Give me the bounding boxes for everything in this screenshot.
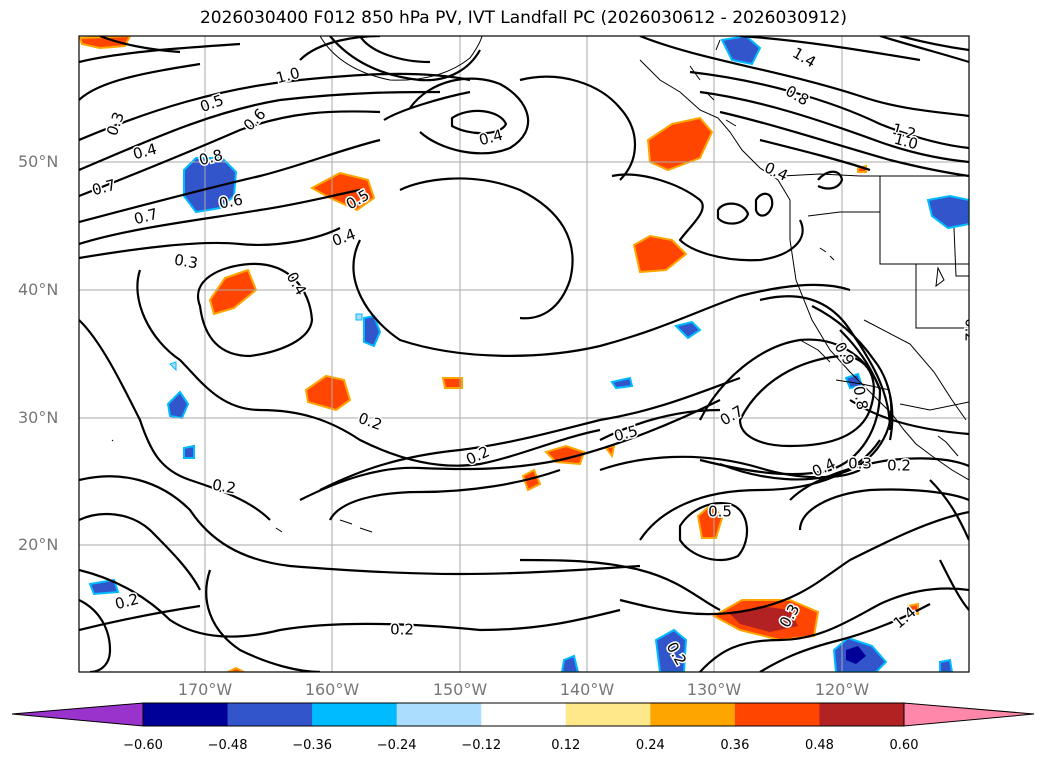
negative-anomaly — [183, 444, 195, 459]
contour-label: 0.2 — [962, 318, 980, 342]
colorbar-tick-label: −0.24 — [376, 738, 417, 753]
colorbar-tick-label: 0.12 — [551, 738, 581, 753]
colorbar-tick-label: 0.36 — [720, 738, 750, 753]
colorbar-cell — [481, 703, 567, 726]
colorbar-cell — [312, 703, 398, 726]
colorbar-tick-label: 0.24 — [635, 738, 665, 753]
negative-anomaly — [610, 376, 634, 390]
negative-anomaly — [166, 390, 190, 420]
negative-anomaly — [939, 658, 954, 672]
colorbar-tick-label: −0.36 — [292, 738, 333, 753]
negative-anomaly — [654, 628, 688, 672]
shading-layer — [79, 36, 969, 672]
positive-anomaly — [304, 374, 352, 412]
contour-label: 0.2 — [887, 457, 911, 475]
lat-label-50n: 50°N — [18, 152, 59, 171]
lon-label-170w: 170°W — [177, 680, 233, 699]
lon-label-130w: 130°W — [686, 680, 742, 699]
colorbar-low-extension — [11, 702, 144, 727]
negative-anomaly — [88, 578, 120, 596]
colorbar-cell — [650, 703, 736, 726]
map-background — [79, 36, 969, 672]
positive-anomaly — [309, 171, 376, 212]
contours — [79, 36, 969, 672]
strong-negative-anomaly — [846, 646, 866, 664]
negative-anomaly — [355, 313, 363, 321]
colorbar-tick-label: −0.12 — [461, 738, 502, 753]
positive-anomaly — [632, 234, 688, 274]
colorbar-cell — [396, 703, 482, 726]
positive-anomaly — [521, 468, 542, 492]
lat-label-20n: 20°N — [18, 535, 59, 554]
colorbar — [11, 702, 1035, 727]
contour-label: 0.6 — [218, 191, 245, 213]
colorbar-tick-label: −0.48 — [207, 738, 248, 753]
colorbar-tick-label: 0.48 — [804, 738, 834, 753]
contour-label: 0.3 — [848, 455, 872, 473]
lon-label-160w: 160°W — [304, 680, 360, 699]
strong-positive-anomaly — [730, 606, 798, 632]
contour-label: 0.5 — [708, 503, 732, 521]
colorbar-tick-label: 0.60 — [889, 738, 919, 753]
colorbar-cell — [143, 703, 229, 726]
lat-label-40n: 40°N — [18, 280, 59, 299]
map-title: 2026030400 F012 850 hPa PV, IVT Landfall… — [199, 8, 847, 28]
lon-label-140w: 140°W — [559, 680, 615, 699]
positive-anomaly — [696, 502, 724, 539]
positive-anomaly — [227, 666, 245, 672]
colorbar-cell — [227, 703, 313, 726]
negative-anomaly — [674, 320, 702, 340]
lon-label-150w: 150°W — [432, 680, 488, 699]
positive-anomaly — [646, 116, 714, 172]
colorbar-high-extension — [903, 702, 1035, 727]
negative-anomaly — [926, 194, 969, 230]
positive-anomaly — [441, 377, 463, 389]
negative-anomaly — [169, 361, 177, 372]
lat-label-30n: 30°N — [18, 408, 59, 427]
colorbar-cell — [819, 703, 905, 726]
colorbar-cell — [565, 703, 651, 726]
coastlines — [111, 36, 969, 533]
colorbar-tick-label: −0.60 — [123, 738, 163, 753]
colorbar-cell — [734, 703, 820, 726]
lon-label-120w: 120°W — [814, 680, 870, 699]
contour-label: 0.2 — [390, 621, 414, 639]
negative-anomaly — [560, 654, 580, 672]
map-frame — [78, 35, 970, 673]
